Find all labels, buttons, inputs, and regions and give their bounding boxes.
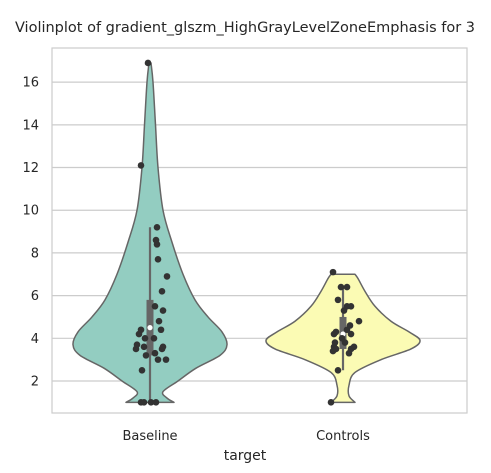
data-point <box>332 345 340 353</box>
data-point <box>154 356 162 363</box>
data-point <box>347 302 355 310</box>
data-point <box>151 349 159 357</box>
chart-title: Violinplot of gradient_glszm_HighGrayLev… <box>15 20 475 36</box>
data-point <box>347 330 355 338</box>
data-point <box>350 343 358 351</box>
data-point <box>151 302 159 310</box>
y-tick-label: 12 <box>22 161 39 176</box>
data-point <box>152 236 160 244</box>
y-axis-ticks: 2 4 6 8 10 12 14 16 <box>22 76 39 390</box>
y-tick-label: 10 <box>22 204 39 219</box>
y-tick-label: 16 <box>22 76 39 91</box>
data-point <box>343 283 351 291</box>
y-tick-label: 8 <box>31 246 39 261</box>
data-point <box>159 343 167 351</box>
data-point <box>355 317 363 325</box>
data-point <box>332 328 340 336</box>
data-point <box>331 339 339 346</box>
data-point <box>159 307 167 314</box>
y-tick-label: 2 <box>31 374 39 389</box>
median-marker <box>147 325 153 331</box>
strip-points <box>132 59 363 406</box>
data-point <box>338 334 346 342</box>
data-point <box>153 223 161 231</box>
y-tick-label: 6 <box>31 289 39 304</box>
x-axis-label: target <box>224 448 267 464</box>
data-point <box>158 288 166 295</box>
violins <box>72 62 421 404</box>
data-point <box>147 399 155 406</box>
data-point <box>337 283 345 291</box>
x-tick-label: Controls <box>316 429 370 444</box>
x-axis-ticks: Baseline Controls <box>122 429 370 444</box>
data-point <box>334 367 342 374</box>
data-point <box>144 59 152 67</box>
data-point <box>334 296 342 304</box>
data-point <box>152 399 160 406</box>
data-point <box>327 399 335 406</box>
data-point <box>163 273 171 280</box>
data-point <box>162 356 170 363</box>
data-point <box>137 162 145 169</box>
data-point <box>141 334 149 342</box>
data-point <box>155 317 163 325</box>
data-point <box>157 326 165 334</box>
data-point <box>142 352 150 359</box>
x-tick-label: Baseline <box>122 429 177 444</box>
plot-frame <box>51 47 468 414</box>
data-point <box>346 322 354 329</box>
data-point <box>138 367 146 374</box>
y-tick-label: 4 <box>31 332 39 347</box>
data-point <box>137 326 145 334</box>
box-summaries <box>146 227 347 403</box>
data-point <box>133 341 141 348</box>
data-point <box>140 343 148 351</box>
data-point <box>140 399 148 406</box>
y-tick-label: 14 <box>22 118 39 133</box>
data-point <box>150 334 158 342</box>
data-point <box>329 268 337 276</box>
data-point <box>154 256 162 263</box>
